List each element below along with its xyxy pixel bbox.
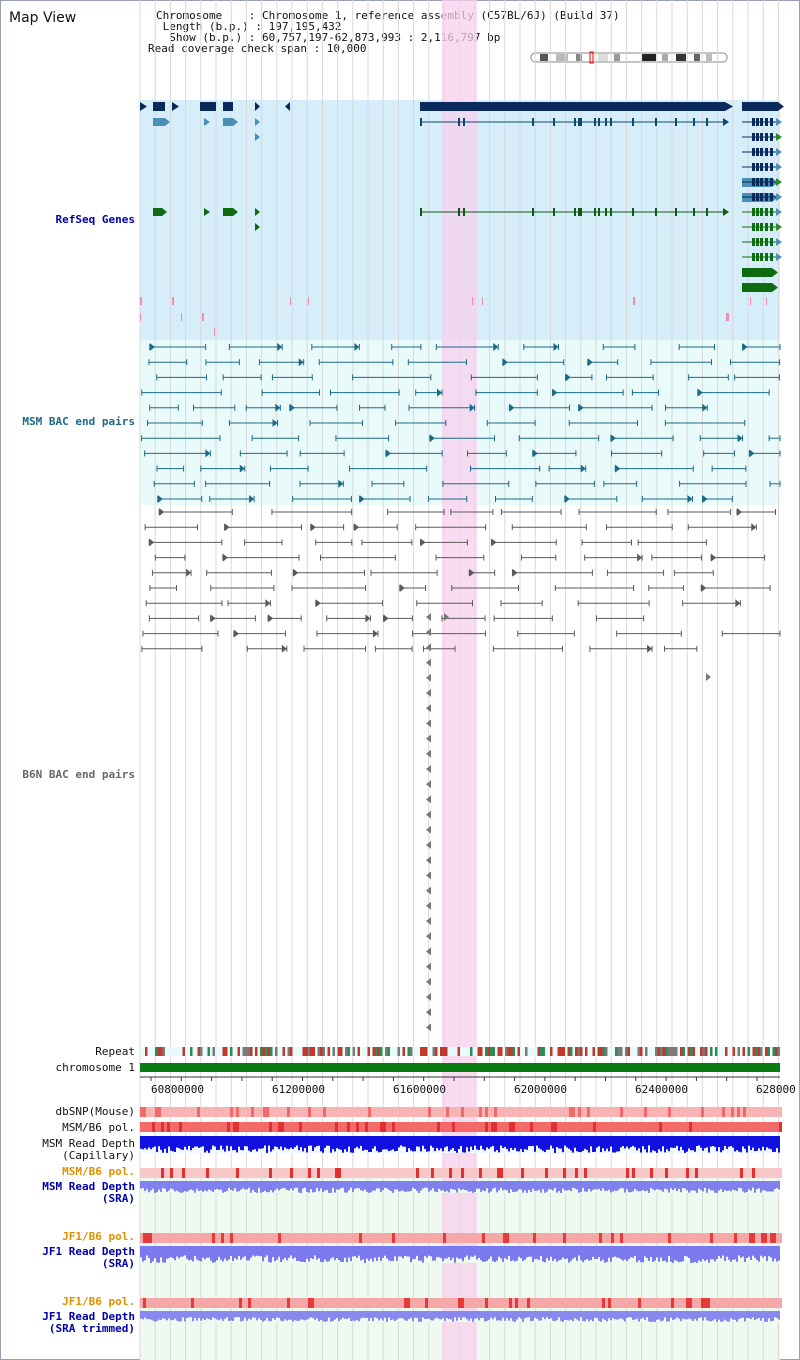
chromosome-bar <box>140 1063 780 1072</box>
jf1-read-depth-sra-label: JF1 Read Depth (SRA) <box>42 1245 135 1270</box>
chromosome-ideogram[interactable] <box>530 51 728 64</box>
axis-tick-label: 62000000 <box>514 1083 567 1096</box>
page-title: Map View <box>9 10 77 26</box>
axis-tick-label: 61600000 <box>393 1083 446 1096</box>
msm-b6-pol-sra-label: MSM/B6 pol. <box>62 1165 135 1178</box>
axis-tick-label: 62400000 <box>635 1083 688 1096</box>
b6n-bac-end-pairs[interactable] <box>141 508 781 1032</box>
msm-read-depth-sra-label: MSM Read Depth (SRA) <box>42 1180 135 1205</box>
chromosome-track-label: chromosome 1 <box>55 1061 135 1074</box>
repeat-track <box>140 1047 780 1056</box>
highlight-region <box>442 0 477 1360</box>
repeat-track-label: Repeat <box>95 1045 135 1058</box>
msm-b6-pol-label: MSM/B6 pol. <box>62 1121 135 1134</box>
msm-bac-end-pairs[interactable] <box>141 343 781 503</box>
jf1-read-depth-trimmed-label: JF1 Read Depth (SRA trimmed) <box>42 1310 135 1335</box>
refseq-genes[interactable] <box>140 102 784 336</box>
region-info: Chromosome : Chromosome 1, reference ass… <box>148 10 620 54</box>
msm-read-depth-capillary-label: MSM Read Depth (Capillary) <box>42 1137 135 1162</box>
jf1-b6-pol-trimmed-label: JF1/B6 pol. <box>62 1295 135 1308</box>
grid-lines <box>139 0 779 1360</box>
dbsnp-label: dbSNP(Mouse) <box>55 1105 135 1118</box>
jf1-b6-pol-label: JF1/B6 pol. <box>62 1230 135 1243</box>
axis-tick-label: 60800000 <box>151 1083 204 1096</box>
axis-tick-label: 61200000 <box>272 1083 325 1096</box>
axis-tick-label: 628000 <box>756 1083 796 1096</box>
refseq-track-label[interactable]: RefSeq Genes <box>55 213 135 226</box>
length-line: Length (b.p.) : 197,195,432 <box>156 20 342 33</box>
msm-bac-track-label[interactable]: MSM BAC end pairs <box>22 415 135 428</box>
b6n-bac-track-label[interactable]: B6N BAC end pairs <box>22 768 135 781</box>
variation-tracks <box>140 1107 782 1322</box>
coverage-line: Read coverage check span : 10,000 <box>148 42 367 55</box>
